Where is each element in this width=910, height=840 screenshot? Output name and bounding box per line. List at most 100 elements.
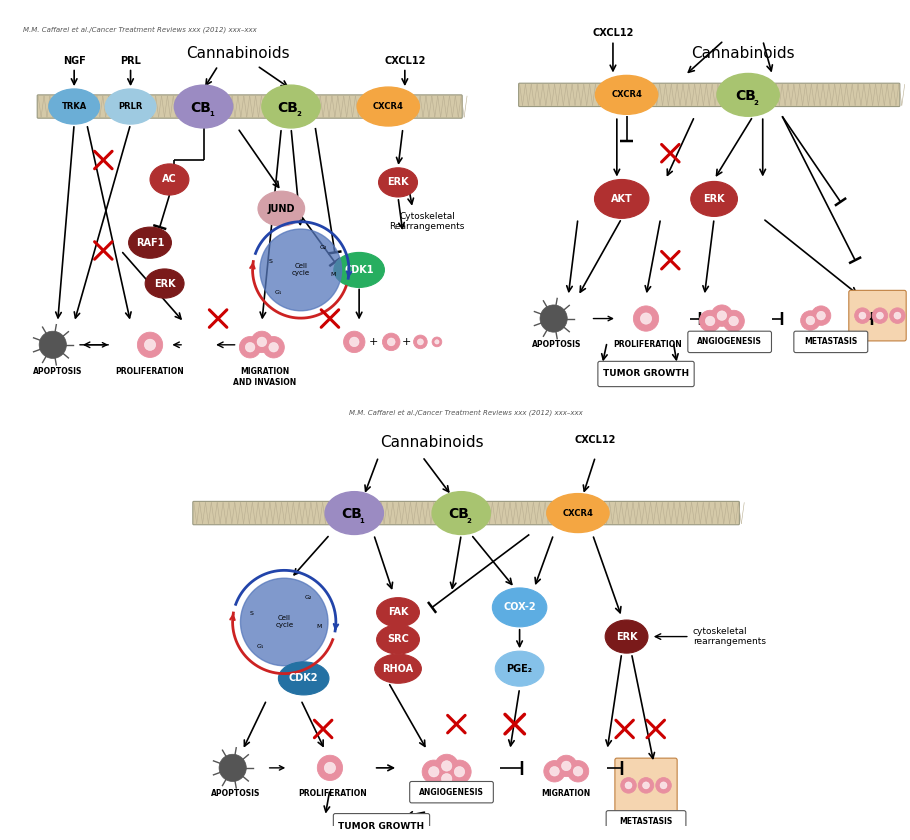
Text: CB: CB [341, 507, 362, 521]
Text: CXCR4: CXCR4 [612, 91, 642, 99]
Text: Cannabinoids: Cannabinoids [380, 435, 484, 450]
Circle shape [561, 761, 571, 771]
FancyBboxPatch shape [615, 759, 677, 812]
Ellipse shape [595, 76, 658, 114]
Ellipse shape [49, 89, 99, 124]
Circle shape [705, 316, 715, 326]
FancyBboxPatch shape [794, 331, 868, 353]
Text: cytoskeletal
rearrangements: cytoskeletal rearrangements [693, 627, 765, 646]
Text: NGF: NGF [63, 55, 86, 66]
Ellipse shape [334, 252, 384, 287]
Circle shape [268, 343, 278, 352]
Ellipse shape [691, 181, 737, 217]
Text: ERK: ERK [703, 194, 725, 204]
Ellipse shape [357, 87, 420, 126]
Text: ₂: ₂ [753, 97, 758, 107]
Ellipse shape [377, 625, 420, 654]
Text: CDK2: CDK2 [289, 674, 318, 684]
Circle shape [432, 337, 441, 347]
Circle shape [854, 307, 870, 323]
Text: CXCR4: CXCR4 [373, 102, 404, 111]
Ellipse shape [175, 85, 233, 128]
Ellipse shape [432, 491, 490, 534]
Text: M.M. Caffarel et al./Cancer Treatment Reviews xxx (2012) xxx–xxx: M.M. Caffarel et al./Cancer Treatment Re… [349, 410, 583, 416]
Text: Cannabinoids: Cannabinoids [692, 46, 795, 61]
Text: CB: CB [190, 101, 211, 114]
Circle shape [260, 229, 341, 311]
Circle shape [660, 782, 667, 789]
Text: APOPTOSIS: APOPTOSIS [531, 340, 581, 349]
Circle shape [435, 767, 459, 790]
Ellipse shape [495, 651, 544, 686]
Circle shape [324, 762, 336, 774]
Text: G₁: G₁ [275, 290, 282, 295]
FancyBboxPatch shape [333, 814, 430, 839]
Circle shape [625, 782, 632, 789]
Text: CXCL12: CXCL12 [592, 29, 633, 39]
Circle shape [448, 760, 471, 784]
Circle shape [712, 305, 733, 326]
Text: FAK: FAK [388, 607, 409, 617]
Ellipse shape [594, 180, 649, 218]
Text: TUMOR GROWTH: TUMOR GROWTH [339, 822, 425, 831]
Text: PRLR: PRLR [118, 102, 143, 111]
Text: Cytoskeletal
Rearrangements: Cytoskeletal Rearrangements [389, 212, 465, 231]
Text: G₂: G₂ [305, 596, 312, 601]
Text: ₁: ₁ [359, 515, 365, 525]
Ellipse shape [146, 269, 184, 298]
Circle shape [540, 305, 567, 332]
Text: PROLIFERATION: PROLIFERATION [298, 790, 368, 798]
Text: +: + [402, 337, 411, 347]
Text: TRKA: TRKA [62, 102, 86, 111]
Text: G₂: G₂ [319, 245, 327, 250]
Circle shape [344, 331, 365, 353]
Text: CXCL12: CXCL12 [384, 55, 426, 66]
Text: S: S [268, 260, 272, 265]
Text: TUMOR GROWTH: TUMOR GROWTH [603, 370, 689, 379]
Circle shape [239, 337, 261, 358]
Circle shape [388, 338, 395, 346]
Circle shape [251, 331, 273, 353]
Ellipse shape [717, 73, 779, 116]
Ellipse shape [605, 620, 648, 654]
Circle shape [700, 310, 721, 332]
Circle shape [806, 316, 814, 325]
Text: ANGIOGENESIS: ANGIOGENESIS [697, 338, 762, 346]
Text: CXCR4: CXCR4 [562, 508, 593, 517]
FancyBboxPatch shape [688, 331, 772, 353]
FancyBboxPatch shape [849, 291, 906, 341]
FancyBboxPatch shape [598, 361, 694, 386]
Circle shape [621, 778, 636, 793]
Text: Cell
cycle: Cell cycle [275, 616, 293, 628]
Circle shape [382, 333, 400, 350]
Text: SRC: SRC [387, 634, 409, 644]
FancyBboxPatch shape [37, 95, 462, 118]
Ellipse shape [106, 89, 156, 124]
Ellipse shape [492, 588, 547, 627]
Ellipse shape [128, 227, 171, 258]
Text: Cell
cycle: Cell cycle [292, 264, 309, 276]
Circle shape [729, 316, 738, 326]
Ellipse shape [278, 662, 329, 695]
Text: M: M [317, 624, 322, 629]
Circle shape [642, 782, 650, 789]
Circle shape [246, 343, 255, 352]
Ellipse shape [379, 168, 418, 197]
Circle shape [429, 767, 439, 777]
Circle shape [441, 761, 452, 771]
FancyBboxPatch shape [193, 501, 740, 525]
Circle shape [717, 311, 727, 320]
Text: JUND: JUND [268, 203, 295, 213]
Text: ₁: ₁ [209, 108, 214, 118]
Text: METASTASIS: METASTASIS [804, 338, 857, 346]
Circle shape [872, 307, 887, 323]
Ellipse shape [375, 654, 421, 683]
Circle shape [544, 760, 565, 782]
Circle shape [890, 307, 905, 323]
Circle shape [349, 337, 359, 347]
Text: ANGIOGENESIS: ANGIOGENESIS [420, 788, 484, 796]
Circle shape [219, 754, 247, 781]
Text: CB: CB [448, 507, 469, 521]
Circle shape [263, 337, 284, 358]
Text: Cannabinoids: Cannabinoids [186, 46, 289, 61]
